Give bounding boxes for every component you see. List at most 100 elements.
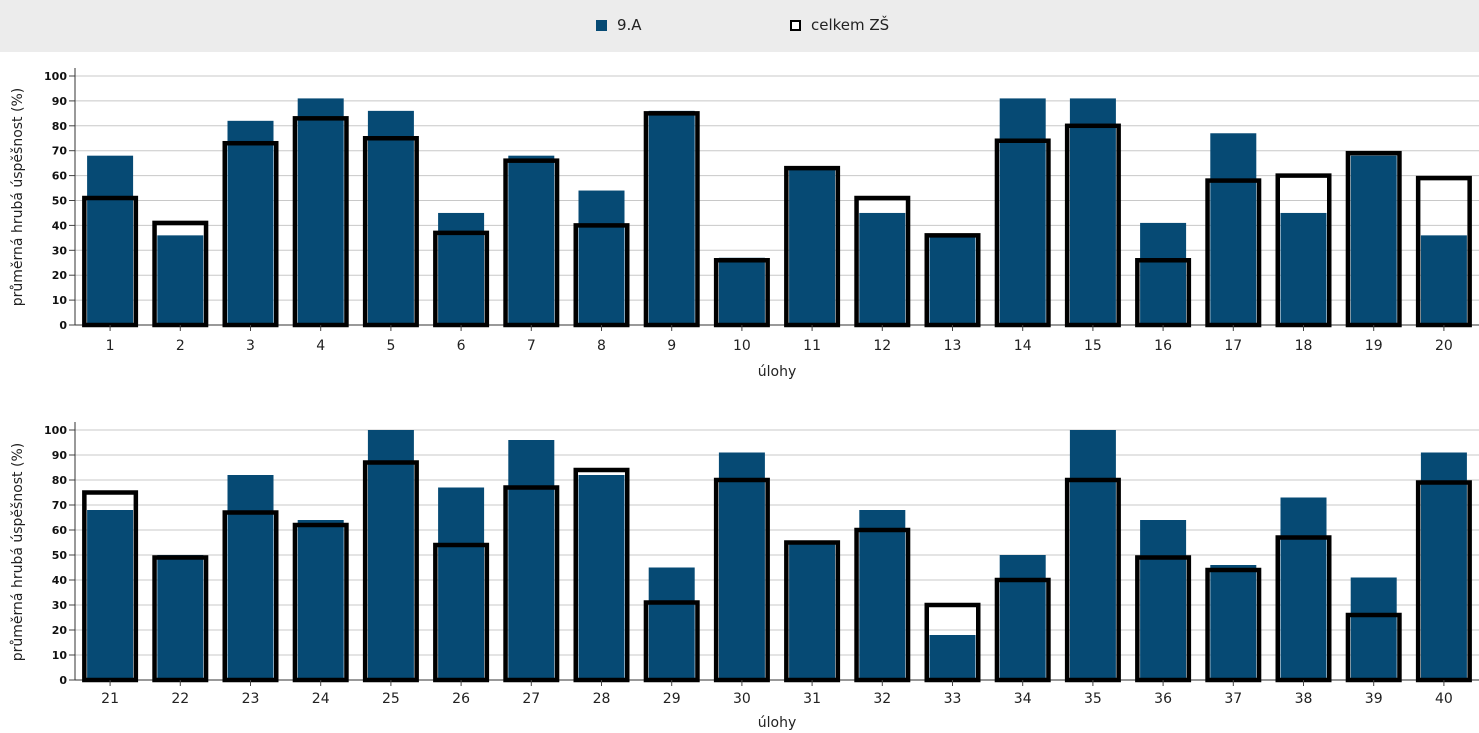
- bar-class[interactable]: [367, 430, 414, 680]
- bar-class[interactable]: [157, 555, 204, 680]
- bar-class[interactable]: [1069, 98, 1116, 325]
- x-tick-label: 35: [1084, 691, 1102, 707]
- legend-swatch-class: [596, 19, 607, 31]
- legend-item-class[interactable]: 9.A: [596, 16, 642, 34]
- x-tick-label: 4: [316, 338, 325, 354]
- y-tick-label: 50: [52, 195, 68, 208]
- y-tick-label: 50: [52, 549, 68, 562]
- x-tick-label: 32: [873, 691, 891, 707]
- x-tick-label: 8: [597, 338, 606, 354]
- x-tick-label: 9: [667, 338, 676, 354]
- bar-class[interactable]: [999, 98, 1046, 325]
- x-axis-title: úlohy: [758, 364, 797, 380]
- x-tick-label: 34: [1014, 691, 1032, 707]
- legend-item-school[interactable]: celkem ZŠ: [790, 16, 889, 34]
- bar-class[interactable]: [438, 487, 485, 681]
- y-tick-label: 100: [44, 70, 67, 83]
- bar-class[interactable]: [578, 190, 625, 325]
- bar-class[interactable]: [1210, 565, 1257, 680]
- bar-class[interactable]: [157, 235, 204, 325]
- bar-class[interactable]: [1280, 497, 1327, 681]
- legend: 9.A celkem ZŠ: [0, 0, 1479, 52]
- x-tick-label: 21: [101, 691, 119, 707]
- x-tick-label: 30: [733, 691, 751, 707]
- bar-class[interactable]: [648, 110, 695, 325]
- x-tick-label: 39: [1365, 691, 1383, 707]
- bar-class[interactable]: [859, 212, 906, 325]
- bar-class[interactable]: [1280, 212, 1327, 325]
- x-tick-label: 18: [1295, 338, 1313, 354]
- x-tick-label: 10: [733, 338, 751, 354]
- x-axis-title: úlohy: [758, 715, 797, 731]
- bar-class[interactable]: [1069, 430, 1116, 680]
- x-tick-label: 16: [1154, 338, 1172, 354]
- y-tick-label: 0: [59, 319, 67, 332]
- x-tick-label: 38: [1295, 691, 1313, 707]
- bar-class[interactable]: [718, 452, 765, 681]
- x-tick-label: 17: [1224, 338, 1242, 354]
- bar-class[interactable]: [1210, 133, 1257, 325]
- y-tick-label: 40: [52, 574, 68, 587]
- y-tick-label: 80: [52, 120, 68, 133]
- y-tick-label: 40: [52, 219, 68, 232]
- y-tick-label: 60: [52, 170, 68, 183]
- bar-class[interactable]: [1420, 452, 1467, 681]
- legend-label-school: celkem ZŠ: [811, 16, 890, 34]
- x-tick-label: 14: [1014, 338, 1032, 354]
- bar-class[interactable]: [1140, 222, 1187, 325]
- bar-class[interactable]: [367, 110, 414, 325]
- x-tick-label: 22: [171, 691, 189, 707]
- bar-class[interactable]: [718, 257, 765, 325]
- x-tick-label: 20: [1435, 338, 1453, 354]
- bar-class[interactable]: [297, 520, 344, 680]
- x-tick-label: 33: [944, 691, 962, 707]
- x-tick-label: 29: [663, 691, 681, 707]
- x-tick-label: 2: [176, 338, 185, 354]
- x-tick-label: 6: [457, 338, 466, 354]
- bar-class[interactable]: [789, 168, 836, 325]
- y-axis-title: průměrná hrubá úspěšnost (%): [10, 88, 26, 306]
- y-tick-label: 10: [52, 294, 68, 307]
- bar-class[interactable]: [508, 155, 555, 325]
- x-tick-label: 5: [386, 338, 395, 354]
- legend-label-class: 9.A: [617, 16, 642, 34]
- x-tick-label: 31: [803, 691, 821, 707]
- x-tick-label: 19: [1365, 338, 1383, 354]
- bar-class[interactable]: [999, 555, 1046, 680]
- bar-class[interactable]: [508, 440, 555, 680]
- bar-class[interactable]: [438, 212, 485, 325]
- bar-class[interactable]: [1350, 155, 1397, 325]
- x-tick-label: 23: [242, 691, 260, 707]
- y-axis-title: průměrná hrubá úspěšnost (%): [10, 443, 26, 661]
- y-tick-label: 60: [52, 524, 68, 537]
- x-tick-label: 24: [312, 691, 330, 707]
- bar-class[interactable]: [297, 98, 344, 325]
- y-tick-label: 0: [59, 674, 67, 687]
- y-tick-label: 20: [52, 624, 68, 637]
- bar-class[interactable]: [227, 120, 274, 325]
- legend-swatch-school: [790, 19, 801, 31]
- bar-class[interactable]: [87, 155, 134, 325]
- bar-class[interactable]: [859, 510, 906, 680]
- y-tick-label: 90: [52, 95, 68, 108]
- bar-class[interactable]: [1420, 235, 1467, 325]
- x-tick-label: 7: [527, 338, 536, 354]
- x-tick-label: 36: [1154, 691, 1172, 707]
- x-tick-label: 1: [106, 338, 115, 354]
- bar-class[interactable]: [789, 542, 836, 681]
- bar-class[interactable]: [578, 475, 625, 680]
- bar-class[interactable]: [929, 235, 976, 325]
- y-tick-label: 70: [52, 145, 68, 158]
- bar-class[interactable]: [1140, 520, 1187, 680]
- bar-class[interactable]: [87, 510, 134, 680]
- bar-class[interactable]: [929, 635, 976, 680]
- bar-class[interactable]: [227, 475, 274, 680]
- bar-chart-bottom: 0 10 20 30 40 50 60 70 80 90 100 21 22 23 24 25 26 27 28 29…: [10, 422, 1479, 731]
- bar-class[interactable]: [1350, 577, 1397, 681]
- x-tick-label: 37: [1224, 691, 1242, 707]
- bar-class[interactable]: [648, 567, 695, 681]
- y-tick-label: 90: [52, 449, 68, 462]
- y-tick-label: 20: [52, 269, 68, 282]
- y-tick-label: 10: [52, 649, 68, 662]
